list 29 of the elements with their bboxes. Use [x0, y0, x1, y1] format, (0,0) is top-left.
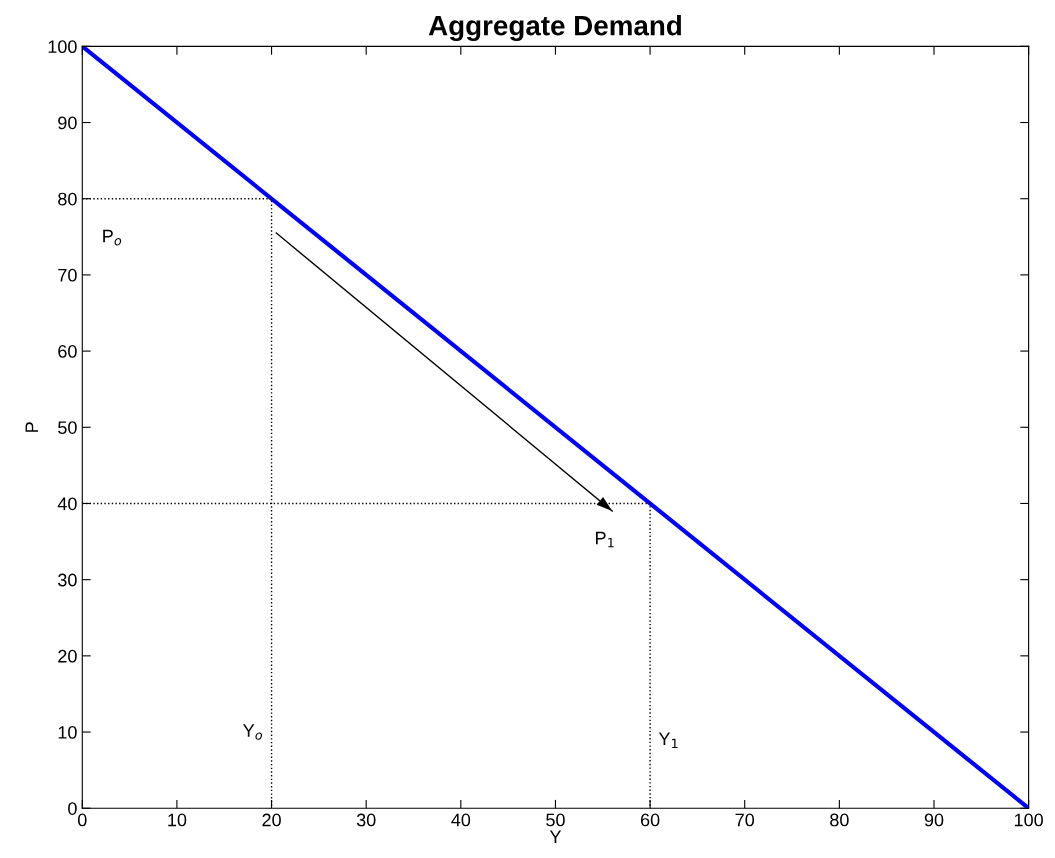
x-tick-label: 90 [924, 813, 944, 827]
y-axis-title: P [25, 422, 39, 432]
y-tick-label: 40 [57, 497, 77, 511]
x-tick-label: 100 [1014, 813, 1043, 827]
y-tick-label: 80 [58, 192, 77, 206]
y-tick-label: 90 [58, 116, 77, 130]
chart-title: Aggregate Demand [428, 15, 681, 42]
y-tick-label: 100 [48, 40, 77, 54]
annotation: Y$_{1}$ [658, 732, 678, 748]
y-tick-label: 30 [58, 573, 77, 587]
x-tick-label: 40 [451, 813, 471, 827]
x-tick-label: 20 [262, 813, 281, 827]
x-tick-label: 70 [735, 813, 755, 827]
y-tick-label: 70 [58, 268, 77, 282]
x-tick-label: 60 [640, 813, 660, 827]
x-tick-label: 80 [830, 813, 849, 827]
x-tick-label: 0 [77, 813, 87, 827]
x-tick-label: 50 [546, 813, 565, 827]
y-tick-label: 20 [58, 649, 77, 663]
annotation: P$_{1}$ [596, 531, 614, 548]
y-tick-label: 10 [58, 725, 77, 739]
annotation: Y$_{o}$ [243, 724, 263, 740]
y-tick-label: 0 [68, 802, 77, 815]
x-tick-label: 10 [168, 813, 187, 827]
y-tick-label: 50 [58, 421, 77, 434]
x-tick-label: 30 [356, 813, 376, 827]
annotation: P$_{o}$ [103, 229, 122, 246]
y-tick-label: 60 [58, 345, 77, 358]
x-axis-title: Y [549, 830, 562, 844]
